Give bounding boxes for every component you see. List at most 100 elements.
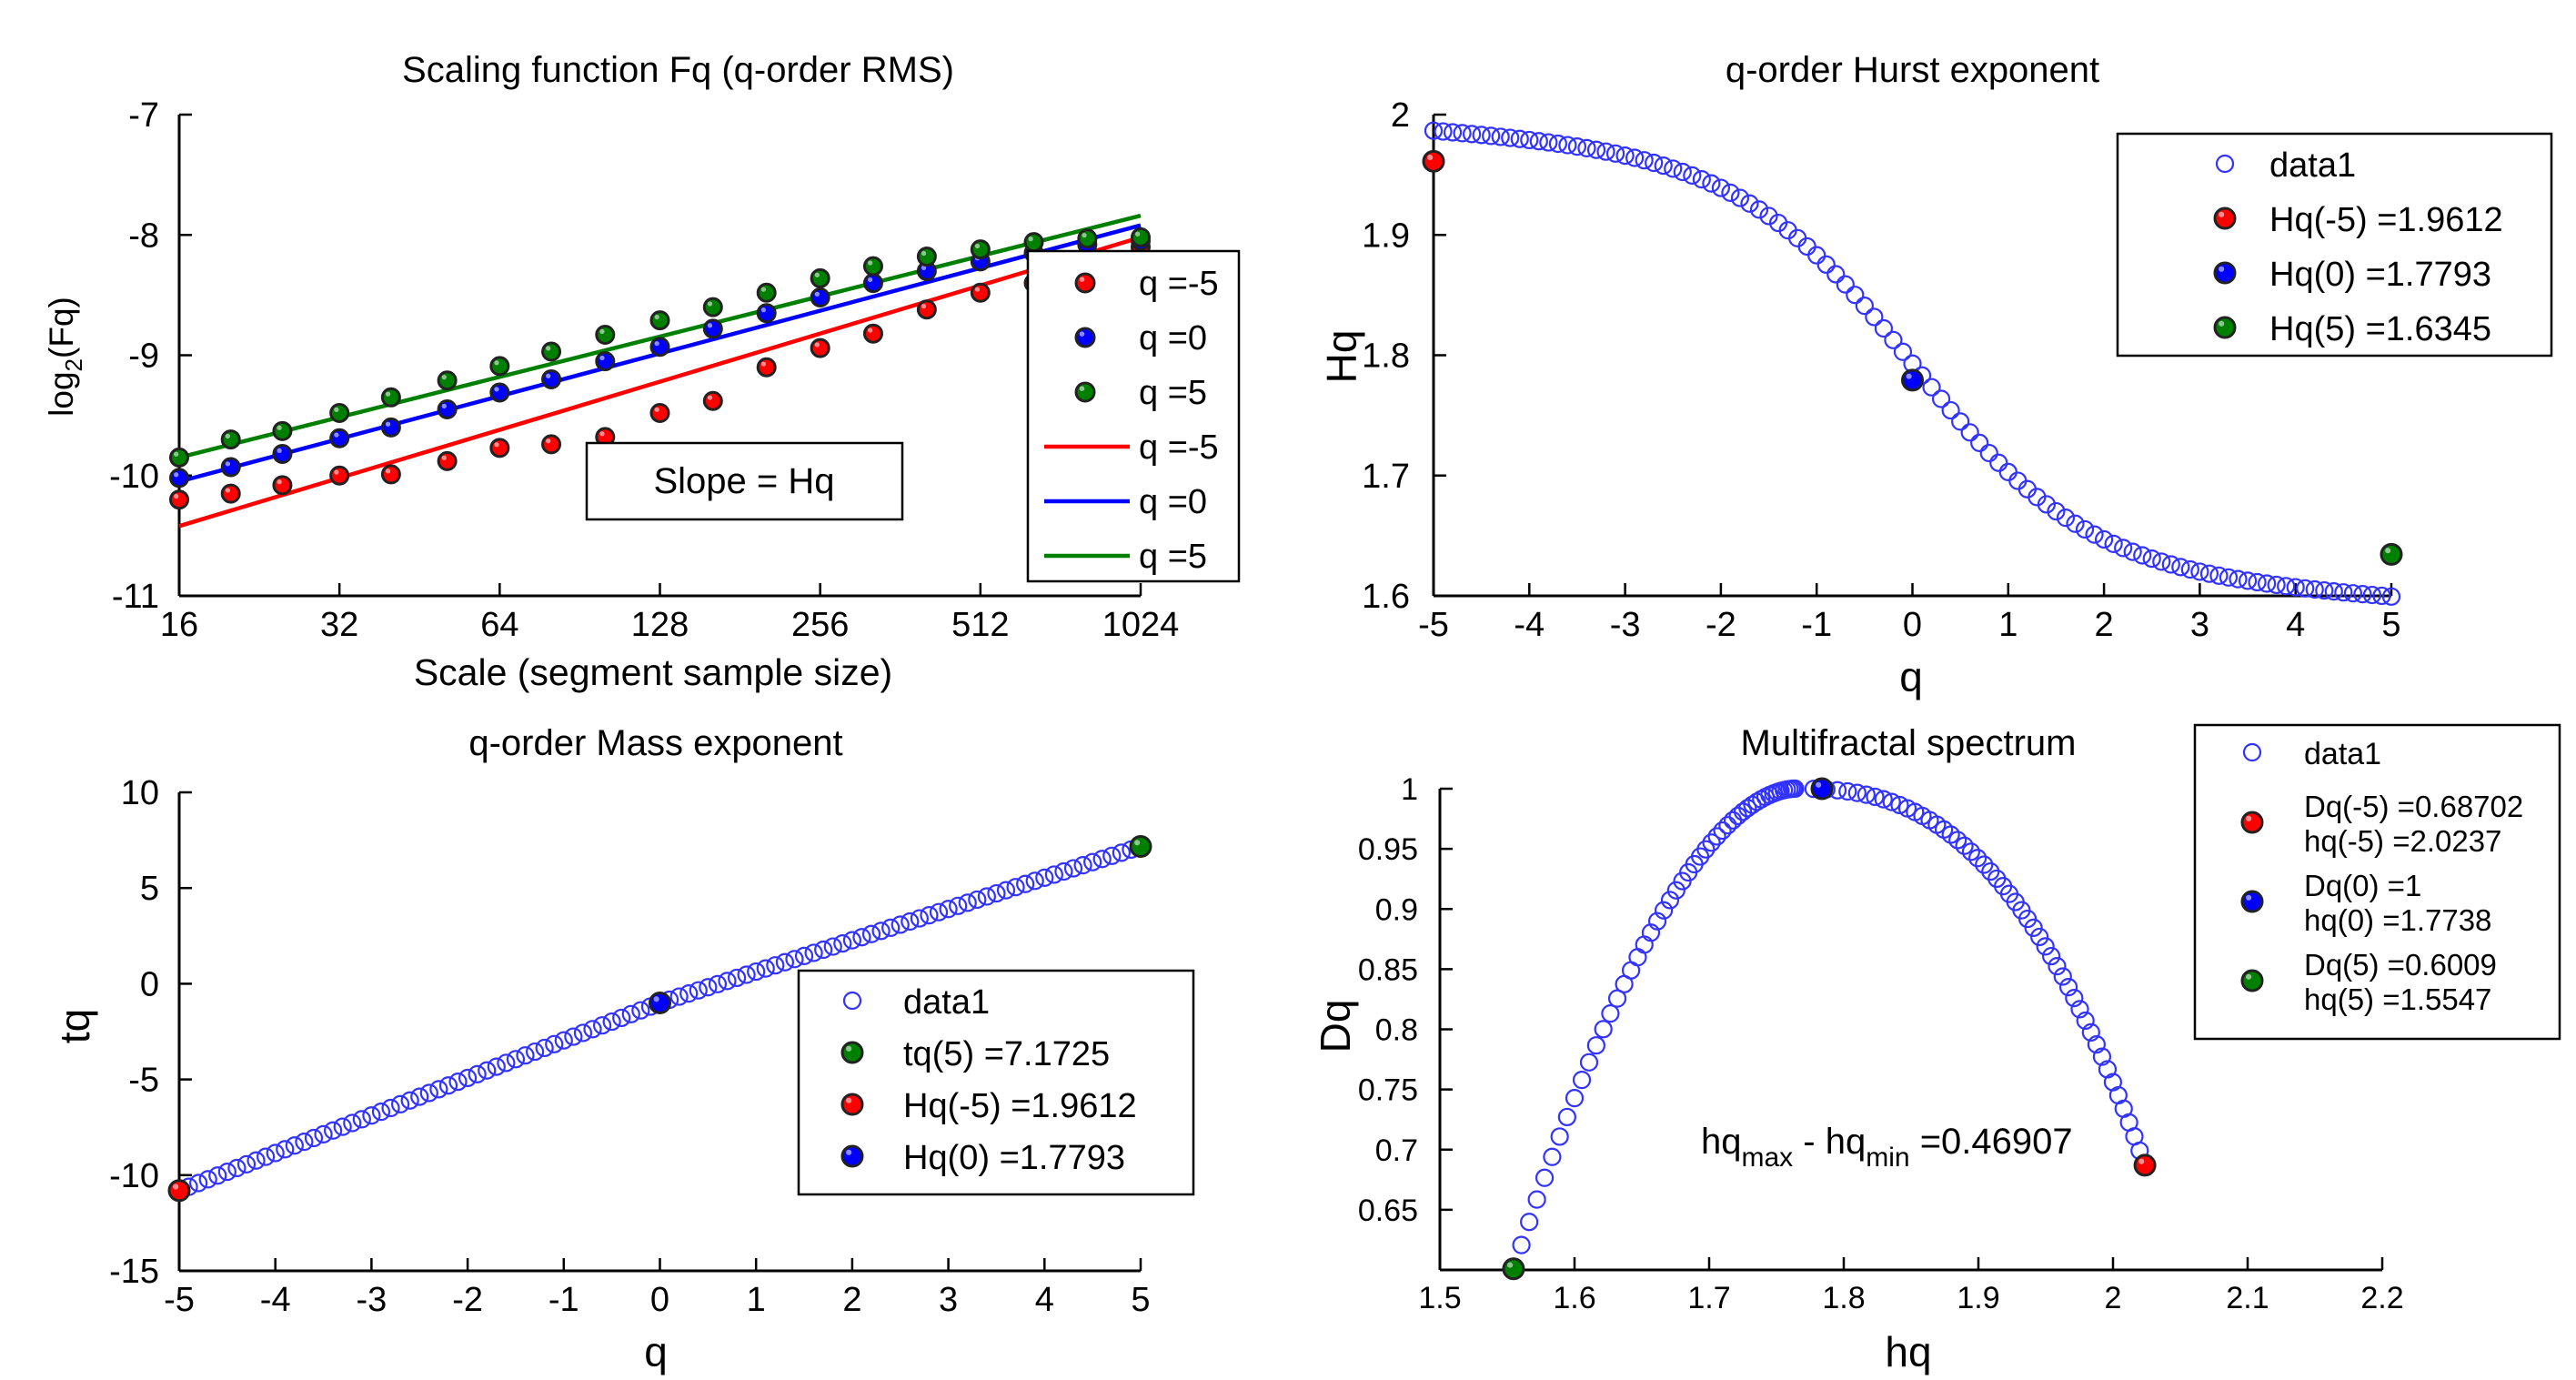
legend-marker-shine	[2219, 211, 2225, 217]
curve-point	[2092, 1047, 2112, 1066]
curve-point	[535, 1038, 554, 1058]
highlight-point-0-shine	[2138, 1158, 2145, 1164]
y-tick-label: 1.6	[1362, 578, 1410, 616]
curve-point	[448, 1072, 468, 1092]
curve-point	[208, 1166, 227, 1185]
curve-point	[2076, 1011, 2095, 1031]
curve-point	[1955, 836, 1974, 855]
curve-point	[1443, 123, 1463, 142]
legend-marker-shine	[1079, 277, 1085, 283]
slope-annotation-box	[585, 441, 904, 521]
curve-point	[1112, 843, 1131, 862]
data-point-s2-shine	[654, 314, 659, 320]
curve-point	[1527, 1190, 1546, 1209]
curve-point	[1102, 846, 1122, 865]
data-point-s0-shine	[546, 438, 551, 444]
curve-point	[718, 972, 737, 991]
curve-point	[1579, 1053, 1599, 1072]
curve-point	[1539, 133, 1558, 152]
curve-point	[1491, 127, 1510, 146]
curve-point	[939, 900, 958, 919]
data-point-s2-shine	[760, 287, 767, 292]
data-point-s2-shine	[277, 425, 282, 430]
x-tick-label: 2	[842, 1281, 861, 1319]
curve-point	[737, 965, 756, 984]
data-point-s2	[862, 256, 883, 277]
data-point-s0	[329, 465, 350, 486]
curve-point	[2081, 1022, 2100, 1042]
curve-point	[304, 1128, 324, 1148]
data-point-s0-shine	[707, 395, 713, 400]
curve-point	[2248, 572, 2267, 592]
curve-point	[391, 1094, 410, 1113]
y-tick-label: -5	[128, 1062, 159, 1100]
y-tick-label: 0.65	[1358, 1194, 1418, 1228]
x-axis-label: Scale (segment sample size)	[414, 651, 892, 693]
data-point-s2	[329, 402, 350, 423]
curve-point	[1664, 159, 1683, 178]
data-point-s0-shine	[921, 303, 927, 309]
data-point-s1-shine	[334, 432, 339, 438]
curve-point	[2036, 937, 2055, 956]
curve-point	[2199, 564, 2219, 583]
curve-point	[2180, 559, 2199, 579]
curve-point	[487, 1057, 506, 1076]
curve-point	[1836, 275, 1855, 294]
curve-point	[343, 1113, 362, 1133]
x-tick-label: -3	[1610, 606, 1641, 644]
curve-point	[2353, 585, 2372, 604]
data-point-s2	[437, 370, 458, 391]
data-point-s1	[862, 273, 883, 294]
highlight-point-1	[1810, 777, 1834, 801]
curve-point	[833, 933, 852, 953]
y-axis-label: Hq	[1318, 330, 1365, 384]
curve-point	[1707, 827, 1726, 846]
legend-marker-shine	[846, 1097, 852, 1103]
legend-marker-shine	[1079, 386, 1085, 392]
data-point-s2-shine	[385, 391, 391, 397]
curve-point	[1635, 151, 1654, 170]
legend-label: Dq(-5) =0.68702	[2304, 790, 2523, 823]
curve-point	[1702, 174, 1721, 193]
legend-label: data1	[2269, 146, 2356, 185]
panel-scaling-function: -11 -10 -9 -8 -7 16 32 64 128 256 512 1024 Scaling f…	[43, 50, 1241, 693]
legend-marker	[2213, 316, 2237, 339]
y-tick-label: 0.75	[1358, 1073, 1418, 1108]
highlight-point-2-shine	[2385, 548, 2391, 554]
legend: data1 tq(5) =7.1725 Hq(-5) =1.9612 Hq(0) =1…	[797, 969, 1195, 1196]
panel-multifractal-spectrum: 0.65 0.7 0.75 0.8 0.85 0.9 0.95 1 1.5 1.6 1.7 1.8 1.…	[1312, 723, 2561, 1375]
data-point-s0-shine	[174, 493, 179, 499]
curve-point	[1968, 849, 1987, 868]
y-tick-label: -8	[128, 217, 159, 255]
curve-point	[612, 1008, 631, 1028]
curve-point	[901, 912, 920, 932]
curve-point	[1884, 330, 1903, 349]
curve-point	[2238, 571, 2258, 590]
x-tick-label: 2	[2095, 606, 2114, 644]
data-point-s2-shine	[867, 260, 873, 266]
curve-point	[1846, 286, 1865, 305]
curve-point	[1472, 126, 1491, 145]
curve-point	[458, 1068, 478, 1088]
curve-point	[2041, 946, 2061, 966]
data-point-s1-shine	[599, 355, 605, 361]
spectrum-width-annotation: hqmax - hqmin =0.46907	[1701, 1122, 2073, 1173]
data-point-s1-shine	[867, 277, 873, 283]
curve-point	[2381, 587, 2401, 606]
data-point-s0	[756, 357, 777, 378]
curve-point	[2095, 529, 2114, 549]
curve-point	[1728, 806, 1747, 825]
highlight-point-2	[1502, 1257, 1525, 1281]
legend-marker	[2213, 206, 2237, 230]
curve-point	[371, 1103, 391, 1122]
x-tick-label: -4	[260, 1281, 291, 1319]
curve-point	[2098, 1060, 2118, 1079]
curve-point	[2277, 577, 2296, 596]
data-point-s1	[756, 303, 777, 324]
legend-marker	[2213, 261, 2237, 285]
legend-label: Hq(-5) =1.9612	[903, 1087, 1137, 1125]
curve-point	[1874, 318, 1894, 338]
data-point-s1	[437, 399, 458, 420]
data-point-s2	[1023, 232, 1044, 253]
